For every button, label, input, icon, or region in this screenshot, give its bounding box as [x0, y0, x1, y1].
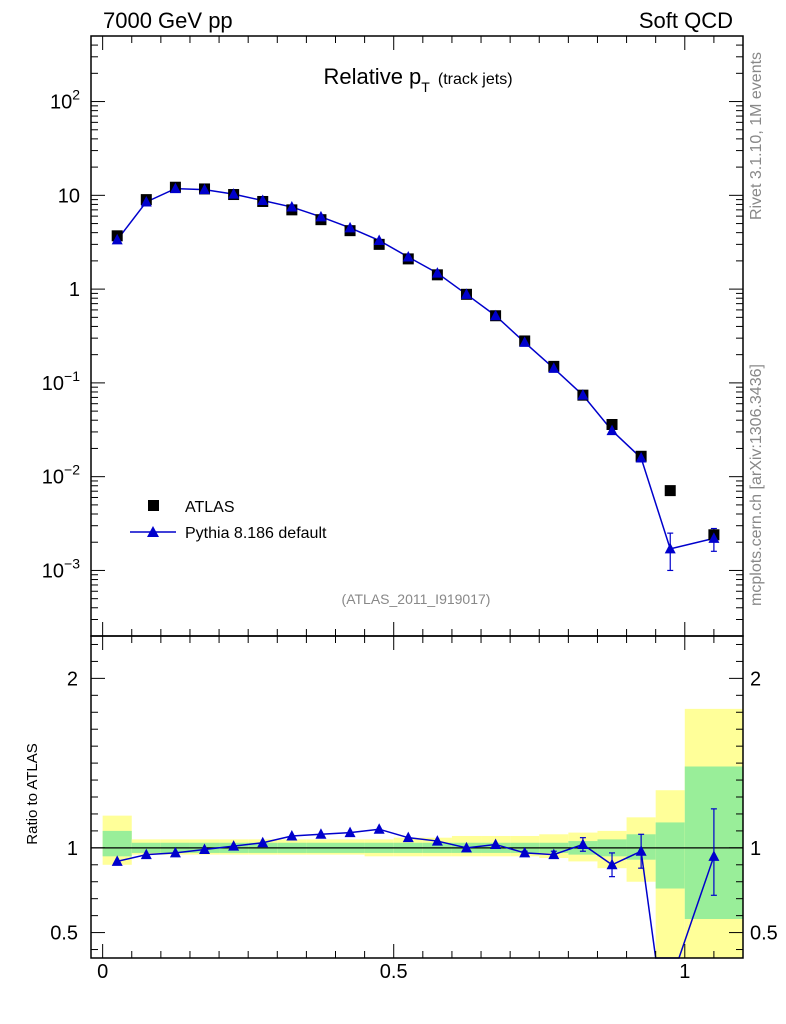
- header-right-label: Soft QCD: [639, 8, 733, 33]
- ratio-data-point: [431, 835, 443, 846]
- ratio-data-point: [548, 848, 560, 860]
- mc-data-point: [577, 389, 589, 400]
- ratio-y-tick-label-right: 2: [750, 668, 761, 690]
- ratio-x-tick-label: 0.5: [380, 961, 408, 983]
- ratio-y-tick-label-right: 0.5: [750, 923, 778, 945]
- ratio-data-point: [635, 845, 647, 856]
- plot-title-main: Relative p: [323, 64, 421, 89]
- ratio-data-point: [606, 858, 618, 870]
- ratio-series-line: [117, 828, 715, 959]
- mc-data-point: [315, 210, 327, 222]
- ratio-y-tick-label-left: 1: [67, 838, 78, 860]
- mc-data-point: [402, 250, 414, 262]
- rivet-version-label: Rivet 3.1.10, 1M events: [748, 52, 765, 220]
- legend-mc-marker: [147, 526, 159, 537]
- y-tick-label-exponent: 2: [72, 87, 80, 103]
- ratio-plot-frame: [90, 635, 744, 959]
- mc-data-point: [635, 452, 647, 463]
- legend: ATLAS Pythia 8.186 default: [130, 499, 327, 542]
- y-tick-label-base: 10: [42, 467, 64, 489]
- ratio-data-point: [490, 838, 502, 849]
- atlas-data-point: [606, 419, 618, 431]
- y-tick-label-exponent: −2: [64, 462, 80, 478]
- legend-data-marker: [148, 500, 159, 511]
- y-tick-label-base: 10: [58, 185, 80, 207]
- ratio-data-point: [519, 846, 531, 858]
- y-tick-label-exponent: −3: [64, 555, 80, 571]
- ratio-data-point: [169, 846, 181, 858]
- mc-data-point: [460, 288, 472, 299]
- y-tick-label-base: 10: [50, 92, 72, 114]
- ratio-x-tick-label: 1: [679, 961, 690, 983]
- ratio-inner-band: [655, 822, 685, 889]
- ratio-axis-ticks: 0 0.5 1 0.5 0.5 1 1 2 2: [50, 636, 778, 983]
- mc-data-point: [373, 234, 385, 245]
- y-tick-label: 10: [58, 185, 80, 207]
- main-plot-data: [111, 181, 720, 572]
- mc-data-point: [257, 194, 269, 206]
- mc-data-point: [664, 542, 676, 554]
- mc-data-point: [606, 424, 618, 436]
- ratio-y-tick-label-left: 2: [67, 668, 78, 690]
- mcplots-reference-label: mcplots.cern.ch [arXiv:1306.3436]: [748, 364, 765, 606]
- ratio-data-point: [402, 831, 414, 843]
- plot-title: Relative pT (track jets): [323, 64, 512, 95]
- mc-data-point: [519, 336, 531, 347]
- ratio-inner-band: [102, 830, 132, 857]
- ratio-plot-panel: 0 0.5 1 0.5 0.5 1 1 2 2 Ratio to ATLAS: [24, 635, 778, 983]
- ratio-data-point: [344, 826, 356, 838]
- mc-data-point: [111, 233, 123, 245]
- y-tick-label: 10−2: [42, 462, 80, 489]
- y-tick-label: 102: [50, 87, 80, 114]
- ratio-data-point: [315, 828, 327, 839]
- legend-data-label: ATLAS: [185, 499, 235, 516]
- mc-data-point: [548, 362, 560, 373]
- y-tick-label: 10−1: [42, 368, 80, 395]
- ratio-uncertainty-bands: [102, 708, 743, 958]
- ratio-data-point: [257, 836, 269, 848]
- analysis-id-label: (ATLAS_2011_I919017): [342, 591, 491, 607]
- header-left-label: 7000 GeV pp: [103, 8, 233, 33]
- ratio-y-tick-label-left: 0.5: [50, 923, 78, 945]
- ratio-data-point: [199, 843, 211, 855]
- ratio-y-tick-label-right: 1: [750, 838, 761, 860]
- mc-data-point: [431, 267, 443, 278]
- mc-data-point: [228, 188, 240, 199]
- ratio-data-point: [286, 829, 298, 841]
- ratio-data-point: [708, 850, 720, 861]
- ratio-data-point: [577, 838, 589, 849]
- y-tick-label-base: 1: [69, 279, 80, 301]
- mc-data-point: [199, 183, 211, 195]
- mc-data-point: [708, 532, 720, 543]
- ratio-y-axis-label: Ratio to ATLAS: [24, 743, 41, 844]
- ratio-x-tick-label: 0: [97, 961, 108, 983]
- mc-data-point: [286, 201, 298, 212]
- y-tick-label: 10−3: [42, 555, 80, 582]
- ratio-data-point: [228, 840, 240, 851]
- main-plot-frame: [90, 35, 744, 637]
- mc-series-line: [116, 187, 715, 550]
- y-tick-label-base: 10: [42, 373, 64, 395]
- ratio-data-point: [140, 848, 152, 860]
- ratio-data-point: [373, 823, 385, 834]
- y-tick-label-base: 10: [42, 560, 64, 582]
- mc-data-point: [344, 221, 356, 233]
- mc-data-point: [169, 182, 181, 194]
- ratio-data-point: [111, 855, 123, 866]
- atlas-data-point: [664, 485, 676, 497]
- ratio-data-point: [460, 841, 472, 853]
- y-tick-label-exponent: −1: [64, 368, 80, 384]
- y-tick-label: 1: [69, 279, 80, 301]
- plot-title-suffix: (track jets): [438, 71, 513, 88]
- ratio-series: [111, 808, 720, 959]
- mc-data-point: [490, 309, 502, 321]
- plot-title-subscript: T: [421, 79, 430, 95]
- legend-mc-label: Pythia 8.186 default: [185, 525, 327, 542]
- mc-data-point: [140, 195, 152, 207]
